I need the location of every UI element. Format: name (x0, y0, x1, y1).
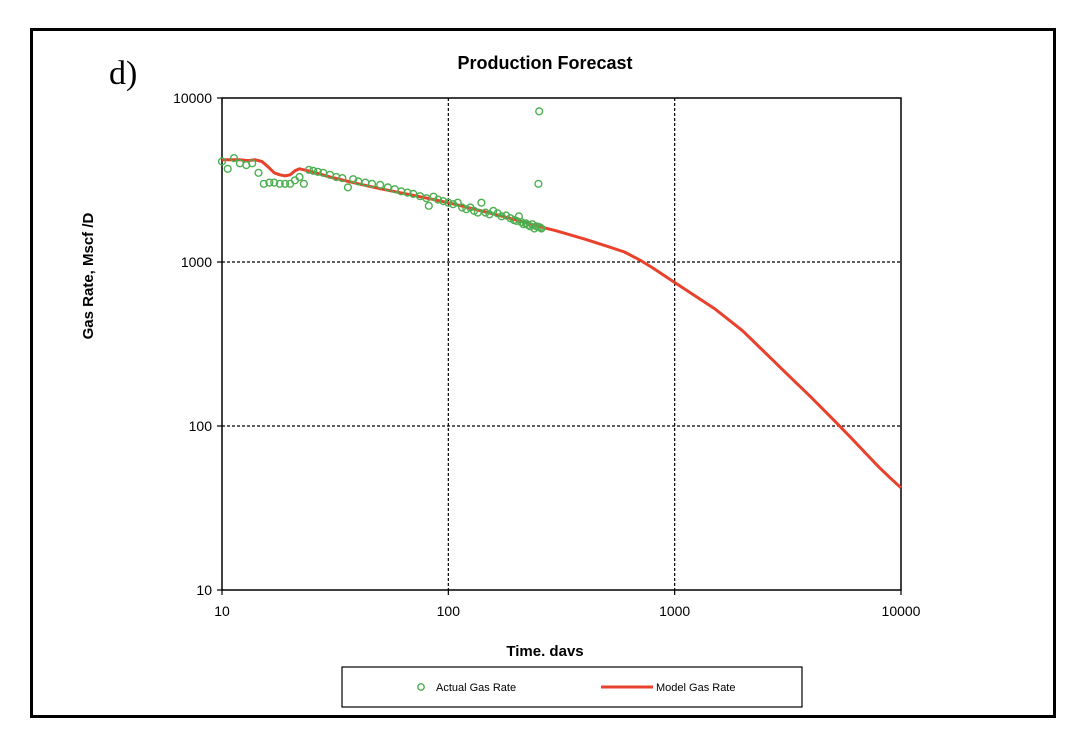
actual-gas-rate-point (217, 157, 227, 166)
figure-frame: d) Production Forecast 10 100 1000 10000 10 1… (30, 28, 1056, 718)
actual-gas-rate-point (449, 200, 458, 209)
actual-gas-rate-point (254, 168, 263, 177)
actual-gas-rate-point (259, 179, 268, 188)
actual-gas-rate-point (343, 183, 353, 192)
model-gas-rate-line (222, 158, 903, 489)
actual-gas-rate-point (433, 195, 443, 204)
actual-gas-rate-point (535, 107, 544, 116)
plot-area (221, 97, 902, 591)
actual-gas-rate-point (537, 224, 546, 233)
actual-gas-rate-point (453, 198, 462, 207)
actual-gas-rate-point (299, 179, 309, 188)
legend-marker-actual (417, 683, 425, 691)
actual-gas-rate-point (477, 198, 486, 207)
actual-gas-rate-point (481, 208, 490, 217)
legend-box (341, 666, 803, 708)
y-tick-label: 1000 (181, 254, 212, 270)
actual-gas-rate-point (248, 159, 257, 168)
actual-gas-rate-point (265, 178, 274, 187)
actual-gas-rate-point (304, 165, 314, 174)
y-tick-label: 10000 (173, 90, 212, 106)
y-axis-label: Gas Rate, Mscf /D (80, 212, 97, 339)
actual-series (217, 107, 546, 233)
actual-gas-rate-point (281, 179, 290, 188)
x-axis-label: Time. davs (506, 643, 583, 660)
actual-gas-rate-point (275, 179, 284, 188)
y-tick-label: 10 (196, 582, 212, 598)
actual-gas-rate-point (444, 198, 453, 207)
axis-ticks: 10 100 1000 10000 10 100 1000 10000 (173, 90, 921, 619)
model-series (222, 158, 903, 489)
actual-gas-rate-point (534, 179, 543, 188)
production-forecast-chart: d) Production Forecast 10 100 1000 10000101… (80, 53, 921, 708)
x-tick-label: 100 (437, 603, 461, 619)
x-tick-label: 10 (214, 603, 230, 619)
y-tick-label: 100 (189, 418, 213, 434)
grid-lines (222, 98, 901, 590)
actual-gas-rate-point (424, 201, 433, 210)
actual-gas-rate-point (286, 179, 295, 188)
actual-gas-rate-point (512, 216, 521, 226)
actual-gas-rate-point (309, 166, 318, 175)
panel-label: d) (109, 55, 137, 92)
actual-gas-rate-point (338, 174, 347, 183)
chart-title: Production Forecast (457, 53, 632, 73)
x-tick-label: 1000 (659, 603, 690, 619)
x-tick-label: 10000 (882, 603, 921, 619)
actual-gas-rate-point (462, 205, 471, 214)
actual-gas-rate-point (497, 212, 506, 221)
actual-gas-rate-point (517, 218, 526, 227)
legend-label-actual: Actual Gas Rate (436, 682, 516, 694)
actual-gas-rate-point (376, 180, 385, 190)
actual-gas-rate-point (458, 203, 467, 212)
actual-gas-rate-point (473, 208, 482, 217)
legend-label-model: Model Gas Rate (656, 682, 735, 694)
actual-gas-rate-point (270, 178, 279, 187)
actual-gas-rate-point (229, 153, 239, 163)
actual-gas-rate-point (409, 189, 418, 199)
actual-gas-rate-point (313, 167, 322, 176)
actual-gas-rate-point (349, 175, 358, 184)
actual-gas-rate-point (439, 197, 448, 206)
actual-gas-rate-point (295, 172, 304, 182)
actual-gas-rate-point (367, 179, 377, 188)
actual-gas-rate-point (536, 223, 545, 232)
actual-gas-rate-point (403, 188, 412, 197)
actual-gas-rate-point (223, 164, 232, 173)
actual-gas-rate-point (489, 206, 498, 216)
legend: Actual Gas Rate Model Gas Rate (341, 666, 803, 708)
